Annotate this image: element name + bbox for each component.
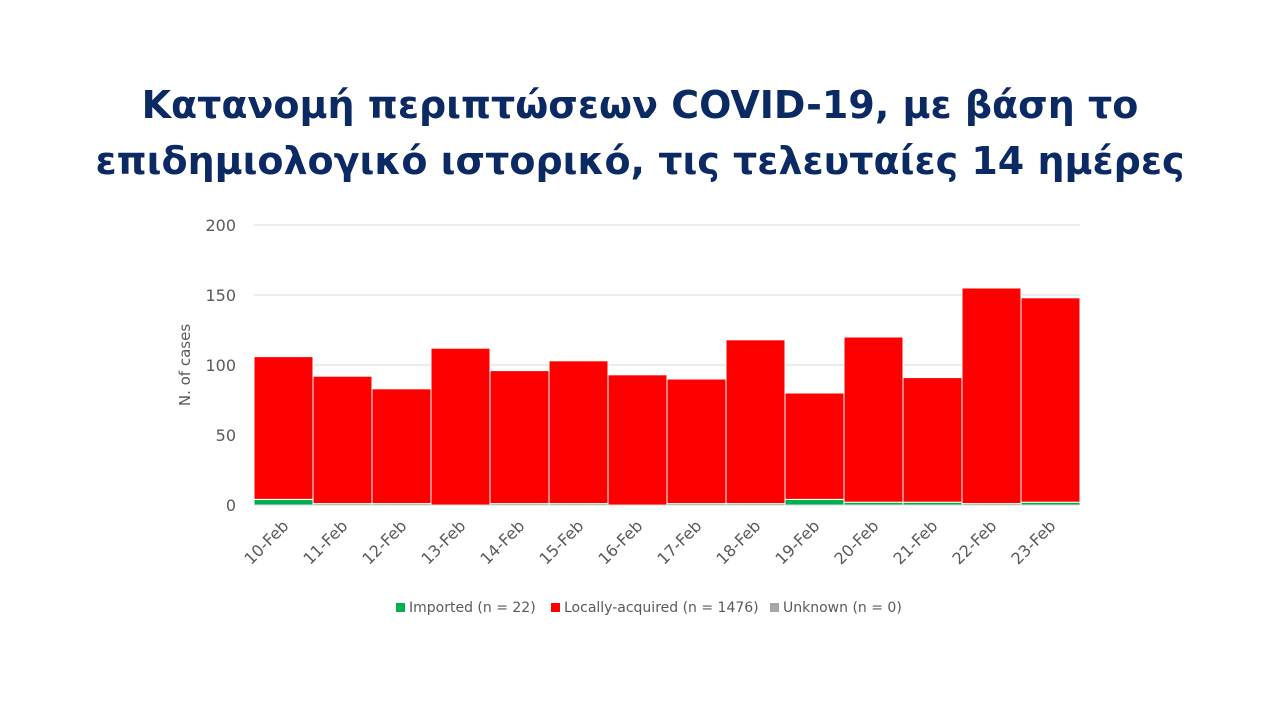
x-tick-label: 14-Feb bbox=[476, 516, 528, 568]
legend-swatch bbox=[396, 603, 405, 612]
legend-item: Locally-acquired (n = 1476) bbox=[551, 600, 759, 616]
x-tick-label: 19-Feb bbox=[771, 516, 823, 568]
bar-imported-19-Feb bbox=[784, 498, 845, 506]
x-tick-label: 10-Feb bbox=[240, 516, 292, 568]
bar-local-17-Feb bbox=[666, 378, 727, 505]
x-tick-label: 16-Feb bbox=[594, 516, 646, 568]
bar-local-16-Feb bbox=[607, 374, 668, 506]
title-line-1: Κατανομή περιπτώσεων COVID-19, με βάση τ… bbox=[141, 83, 1139, 128]
bar-imported-10-Feb bbox=[253, 498, 314, 506]
bar-local-20-Feb bbox=[843, 336, 904, 503]
x-tick-label: 18-Feb bbox=[712, 516, 764, 568]
title-line-2: επιδημιολογικό ιστορικό, τις τελευταίες … bbox=[95, 139, 1185, 184]
bar-local-19-Feb bbox=[784, 392, 845, 500]
bar-local-22-Feb bbox=[961, 287, 1022, 505]
x-tick-label: 21-Feb bbox=[889, 516, 941, 568]
bars bbox=[253, 287, 1081, 506]
x-tick-label: 20-Feb bbox=[830, 516, 882, 568]
bar-local-15-Feb bbox=[548, 360, 609, 505]
x-tick-label: 12-Feb bbox=[358, 516, 410, 568]
bar-local-10-Feb bbox=[253, 356, 314, 500]
y-tick-label: 0 bbox=[226, 496, 236, 515]
x-tick-label: 17-Feb bbox=[653, 516, 705, 568]
bar-local-21-Feb bbox=[902, 377, 963, 503]
legend-item: Imported (n = 22) bbox=[396, 600, 536, 616]
x-tick-label: 23-Feb bbox=[1007, 516, 1059, 568]
slide-title: Κατανομή περιπτώσεων COVID-19, με βάση τ… bbox=[0, 77, 1280, 189]
bar-local-23-Feb bbox=[1020, 297, 1081, 503]
x-tick-label: 22-Feb bbox=[948, 516, 1000, 568]
bar-local-14-Feb bbox=[489, 370, 550, 505]
legend: Imported (n = 22) Locally-acquired (n = 1… bbox=[396, 600, 902, 616]
bar-local-18-Feb bbox=[725, 339, 786, 505]
y-tick-label: 150 bbox=[205, 286, 236, 305]
legend-swatch bbox=[770, 603, 779, 612]
legend-label: Locally-acquired (n = 1476) bbox=[564, 600, 759, 616]
y-tick-label: 50 bbox=[216, 426, 236, 445]
bar-local-11-Feb bbox=[312, 375, 373, 505]
legend-swatch bbox=[551, 603, 560, 612]
y-tick-label: 100 bbox=[205, 356, 236, 375]
legend-label: Unknown (n = 0) bbox=[783, 600, 902, 616]
x-tick-label: 13-Feb bbox=[417, 516, 469, 568]
legend-item: Unknown (n = 0) bbox=[770, 600, 902, 616]
y-axis-title: N. of cases bbox=[176, 324, 194, 406]
bar-local-12-Feb bbox=[371, 388, 432, 505]
legend-label: Imported (n = 22) bbox=[409, 600, 536, 616]
x-tick-label: 11-Feb bbox=[299, 516, 351, 568]
y-tick-label: 200 bbox=[205, 216, 236, 235]
bar-local-13-Feb bbox=[430, 347, 491, 506]
x-tick-label: 15-Feb bbox=[535, 516, 587, 568]
